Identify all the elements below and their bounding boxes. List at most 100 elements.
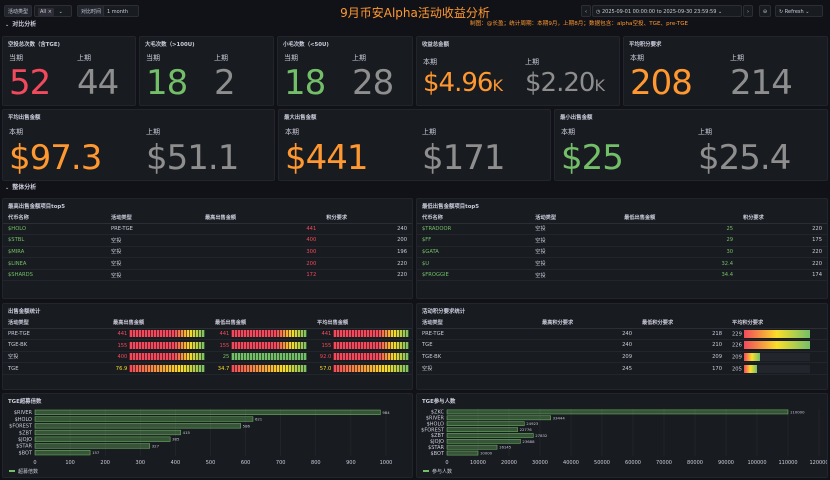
points: 175	[738, 234, 827, 247]
current-label: 当期	[284, 54, 298, 62]
previous-label: 上期	[730, 54, 744, 62]
avg-bar	[743, 341, 810, 350]
current-label: 本期	[9, 128, 23, 136]
max-value: 240	[537, 328, 637, 341]
min-gauge	[231, 341, 307, 349]
table-row: $TRADOOR 空投 25 220	[417, 223, 827, 236]
panel-title: 最高出售金额项目top5	[8, 204, 66, 210]
y-category-label: $RIVER	[14, 410, 33, 416]
avg-gauge	[333, 341, 409, 349]
previous-number: $2.20	[525, 68, 595, 98]
row-header-compare[interactable]: ⌄ 对比分析	[5, 21, 36, 29]
row-title: 对比分析	[12, 21, 37, 28]
amount: 200	[199, 257, 322, 270]
column-header[interactable]: 代币名称	[417, 212, 531, 224]
x-tick-label: 0	[33, 460, 36, 466]
token-name: $HOLO	[3, 223, 106, 236]
chevron-down-icon[interactable]: ⌄	[58, 9, 63, 15]
column-header[interactable]: 最低积分要求	[637, 317, 727, 329]
bar-value-label: 110000	[790, 409, 805, 414]
column-header[interactable]: 活动类型	[417, 317, 537, 329]
bar-value-label: 385	[172, 437, 180, 442]
previous-value: $2.20K	[525, 68, 605, 98]
column-header[interactable]: 最低出售金额	[619, 212, 739, 224]
y-category-label: $STAR	[16, 444, 32, 450]
bar-value-label: 24923	[526, 421, 539, 426]
close-icon[interactable]: ×	[47, 9, 52, 15]
x-tick-label: 600	[241, 460, 251, 466]
chevron-left-icon: ‹	[585, 9, 587, 15]
column-header[interactable]: 活动类型	[530, 212, 620, 224]
var-compare-time-select[interactable]: 1 month	[103, 5, 139, 17]
refresh-button[interactable]: ↻ Refresh ⌄	[775, 5, 823, 17]
max-value: 245	[537, 362, 637, 375]
time-range-picker[interactable]: ◷ 2025-09-01 00:00:00 to 2025-09-30 23:5…	[592, 5, 742, 17]
previous-label: 上期	[77, 54, 91, 62]
oversubscription-chart: 0 100 200 300 400 500 600 700 800 900 1000 $RIVER 98…	[9, 409, 392, 475]
min-gauge	[231, 330, 307, 338]
selected-tag: All ×	[38, 8, 54, 16]
points: 200	[321, 234, 412, 247]
avg-value: 226	[732, 342, 742, 349]
bar-value-label: 23688	[522, 439, 535, 444]
y-category-label: $BOT	[430, 451, 444, 457]
column-header[interactable]: 最高出售金额	[199, 212, 322, 224]
max-value: 400	[117, 354, 128, 361]
previous-label: 上期	[146, 128, 160, 136]
y-category-label: $FOREST	[9, 424, 33, 430]
time-forward-button[interactable]: ›	[743, 5, 753, 17]
bar	[446, 415, 551, 421]
activity-type: 空投	[530, 234, 620, 247]
row-header-overall[interactable]: ⌄ 整体分析	[5, 184, 36, 192]
zoom-out-button[interactable]: ⊖	[759, 5, 771, 17]
bottom5-table: 代币名称 活动类型 最低出售金额 积分要求 $TRADOOR 空投 25 220 $F…	[417, 212, 827, 282]
column-header[interactable]: 活动类型	[106, 212, 200, 224]
column-header[interactable]: 最低出售金额	[210, 317, 312, 329]
activity-type: 空投	[530, 246, 620, 259]
var-activity-type-label: 活动类型	[4, 5, 33, 17]
token-name: $FROGGIE	[417, 269, 531, 282]
previous-value: 2	[214, 63, 236, 103]
table-row: $MIRA 空投 300 196	[3, 246, 412, 259]
bar-value-label: 157	[92, 450, 100, 455]
column-header[interactable]: 最高出售金额	[108, 317, 210, 329]
activity-type: 空投	[530, 269, 620, 282]
column-header[interactable]: 平均出售金额	[312, 317, 412, 329]
panel-title: TGE参与人数	[422, 399, 456, 405]
y-category-label: $FOREST	[421, 427, 445, 433]
var-activity-type-select[interactable]: All × ⌄	[34, 5, 72, 17]
table-row: TGE-BK 155 155 155	[3, 339, 412, 352]
stat-panel-max-sale: 最大出售金额 本期 $441 上期 $171	[278, 109, 551, 181]
current-label: 当期	[146, 54, 160, 62]
amount: 30	[619, 246, 739, 259]
current-value: $4.96K	[423, 68, 503, 98]
previous-unit: K	[594, 76, 604, 95]
max-value: 240	[537, 339, 637, 352]
time-range-text: 2025-09-01 00:00:00 to 2025-09-30 23:59:…	[601, 9, 717, 15]
column-header[interactable]: 代币名称	[3, 212, 106, 224]
chevron-down-icon: ⌄	[5, 22, 10, 28]
current-label: 本期	[561, 128, 575, 136]
column-header[interactable]: 平均积分要求	[727, 317, 827, 329]
time-back-button[interactable]: ‹	[581, 5, 591, 17]
previous-label: 上期	[525, 58, 539, 66]
legend-swatch	[9, 470, 15, 472]
points: 220	[321, 257, 412, 270]
amount: 34.4	[619, 269, 739, 282]
column-header[interactable]: 积分要求	[738, 212, 827, 224]
avg-value: 57.0	[319, 366, 332, 373]
column-header[interactable]: 积分要求	[321, 212, 412, 224]
current-value: 18	[284, 63, 326, 103]
column-header[interactable]: 活动类型	[3, 317, 108, 329]
panel-title: 活动积分要求统计	[422, 309, 466, 315]
previous-value: $25.4	[698, 138, 791, 178]
bar-value-label: 10000	[480, 451, 493, 456]
table-row: TGE 240 210 226	[417, 339, 827, 352]
activity-type: 空投	[3, 351, 108, 364]
min-value: 155	[219, 342, 230, 349]
panel-title: 最大出售金额	[284, 115, 317, 121]
column-header[interactable]: 最高积分要求	[537, 317, 637, 329]
avg-value: 92.0	[319, 354, 332, 361]
max-value: 76.9	[115, 366, 128, 373]
legend-label: 参与人数	[432, 468, 452, 475]
